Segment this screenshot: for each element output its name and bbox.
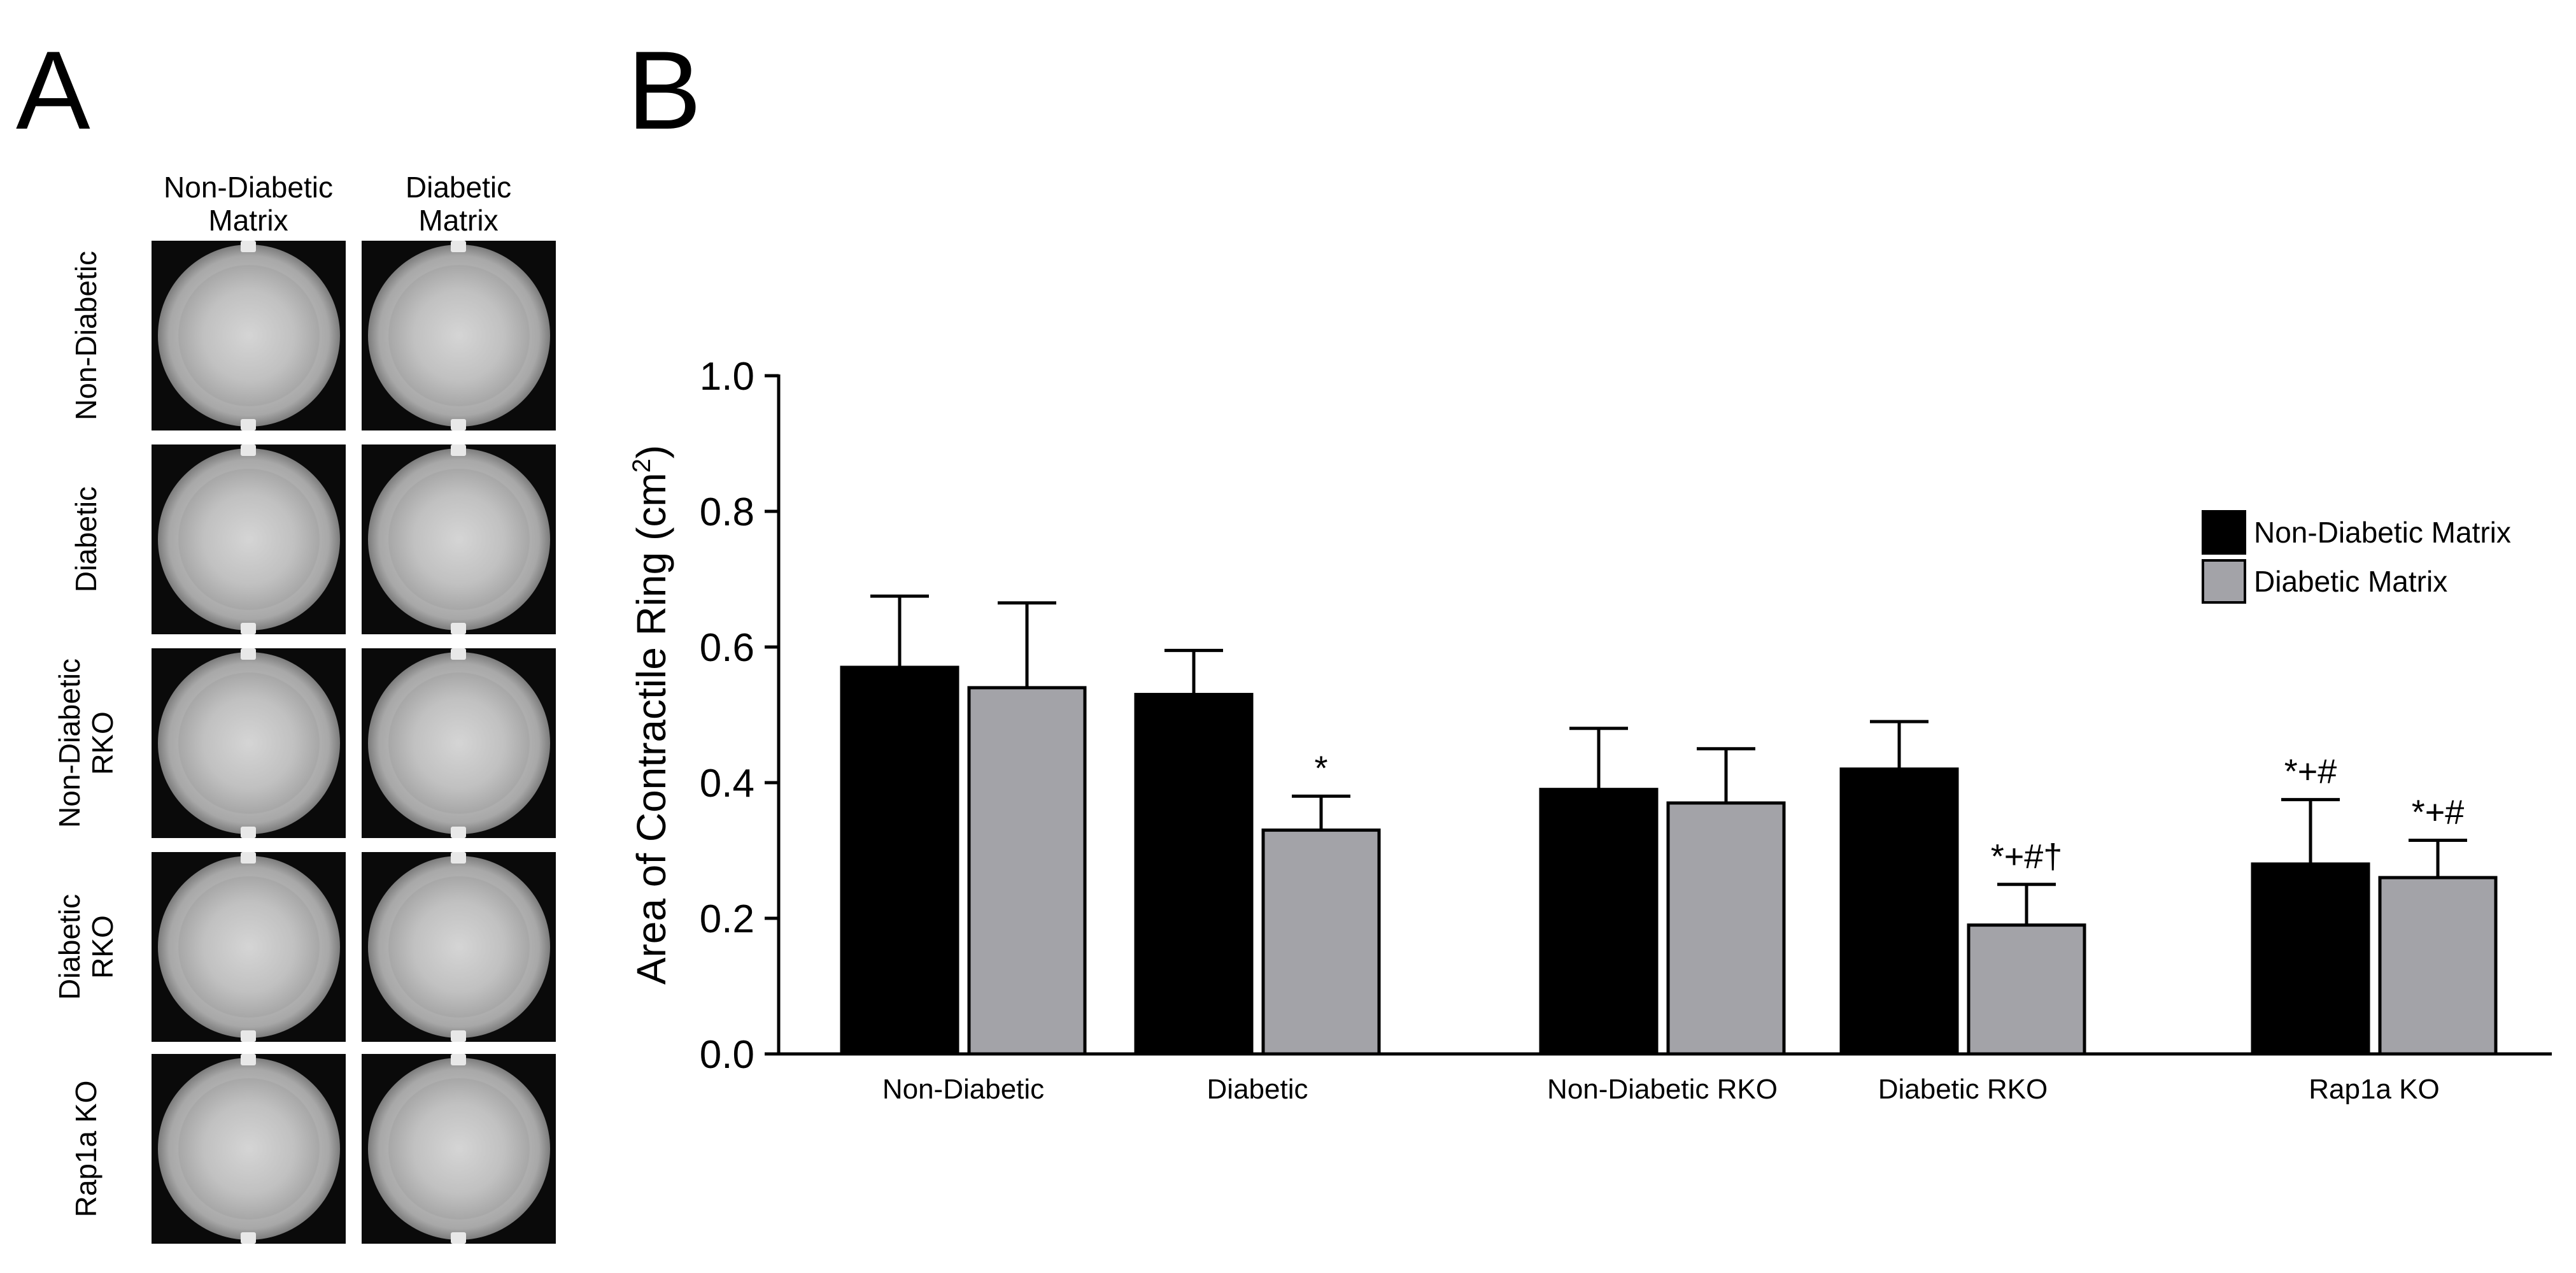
well-tab-top — [241, 1054, 256, 1065]
well-tab-bot — [241, 1232, 256, 1244]
well-inner — [388, 469, 530, 610]
y-axis-label-superscript: 2 — [628, 459, 656, 473]
well-photo — [362, 444, 556, 634]
row-header-4: Diabetic RKO — [45, 845, 127, 1049]
legend-swatch — [2202, 510, 2246, 555]
well-inner — [178, 469, 320, 610]
y-tick-label: 0.6 — [700, 626, 754, 670]
well-photo — [152, 648, 346, 838]
well-tab-bot — [241, 827, 256, 838]
well-inner — [388, 1078, 530, 1220]
panel-b-label: B — [627, 29, 702, 153]
row-header-line: Non-Diabetic — [69, 251, 103, 420]
row-header-line: RKO — [86, 711, 119, 775]
y-axis-label-close: ) — [628, 445, 674, 459]
row-header-line: Diabetic — [69, 486, 103, 593]
y-tick-label: 0.2 — [700, 897, 754, 941]
well-tab-top — [241, 444, 256, 456]
row-header-3: Non-Diabetic RKO — [45, 641, 127, 845]
well-photo — [152, 444, 346, 634]
column-header-line: Diabetic — [405, 171, 512, 204]
well-photo — [152, 852, 346, 1042]
well-inner — [178, 876, 320, 1018]
well-inner — [178, 265, 320, 406]
legend-label: Diabetic Matrix — [2254, 565, 2447, 598]
y-axis-label-main: Area of Contractile Ring (cm — [628, 473, 674, 985]
bar-non-diabetic-matrix — [1134, 693, 1254, 1056]
row-header-5: Rap1a KO — [45, 1047, 127, 1251]
well-tab-top — [241, 852, 256, 864]
legend-label: Non-Diabetic Matrix — [2254, 516, 2511, 549]
column-header-line: Matrix — [208, 204, 288, 237]
well-tab-top — [451, 1054, 466, 1065]
well-photo — [362, 648, 556, 838]
y-tick-label: 0.4 — [700, 762, 754, 806]
well-tab-top — [241, 648, 256, 660]
column-header-1: Non-Diabetic Matrix — [146, 171, 350, 237]
row-header-1: Non-Diabetic — [45, 234, 127, 437]
row-header-line: Non-Diabetic — [53, 658, 86, 828]
bar-diabetic-matrix — [1261, 829, 1381, 1056]
bar-non-diabetic-matrix — [1539, 788, 1659, 1056]
well-photo — [362, 1054, 556, 1244]
well-tab-bot — [241, 419, 256, 430]
x-category-label: Diabetic RKO — [1878, 1074, 2048, 1105]
well-photo — [362, 852, 556, 1042]
y-axis-label: Area of Contractile Ring (cm2) — [628, 445, 674, 985]
bar-diabetic-matrix — [1666, 801, 1786, 1056]
x-category-label: Non-Diabetic — [882, 1074, 1044, 1105]
bar-diabetic-matrix — [2378, 876, 2498, 1056]
bar-non-diabetic-matrix — [840, 665, 959, 1056]
y-tick-label: 0.0 — [700, 1033, 754, 1077]
significance-annotation: * — [1314, 749, 1327, 787]
column-header-line: Non-Diabetic — [164, 171, 333, 204]
x-category-label: Rap1a KO — [2309, 1074, 2439, 1105]
significance-annotation: *+# — [2284, 753, 2337, 791]
well-tab-bot — [451, 419, 466, 430]
row-header-line: Rap1a KO — [69, 1080, 103, 1218]
row-header-line: RKO — [86, 915, 119, 979]
bar-non-diabetic-matrix — [1839, 767, 1959, 1056]
well-tab-bot — [451, 1232, 466, 1244]
significance-annotation: *+#† — [1991, 837, 2063, 876]
well-tab-bot — [241, 1030, 256, 1042]
well-tab-bot — [451, 827, 466, 838]
row-header-2: Diabetic — [45, 437, 127, 641]
well-inner — [388, 265, 530, 406]
well-tab-top — [451, 241, 466, 252]
well-tab-top — [241, 241, 256, 252]
well-inner — [178, 1078, 320, 1220]
well-photo — [362, 241, 556, 430]
column-header-2: Diabetic Matrix — [357, 171, 560, 237]
well-tab-top — [451, 852, 466, 864]
bar-non-diabetic-matrix — [2251, 862, 2370, 1056]
x-category-label: Non-Diabetic RKO — [1547, 1074, 1778, 1105]
well-tab-top — [451, 444, 466, 456]
y-tick-label: 1.0 — [700, 355, 754, 399]
bar-diabetic-matrix — [967, 686, 1087, 1056]
well-photo — [152, 1054, 346, 1244]
well-tab-bot — [451, 1030, 466, 1042]
legend-swatch — [2202, 559, 2246, 604]
well-inner — [388, 672, 530, 814]
well-inner — [388, 876, 530, 1018]
bar-diabetic-matrix — [1967, 923, 2086, 1056]
well-tab-bot — [451, 623, 466, 634]
y-tick-label: 0.8 — [700, 490, 754, 534]
well-photo — [152, 241, 346, 430]
row-header-line: Diabetic — [53, 893, 86, 1000]
well-tab-top — [451, 648, 466, 660]
panel-a-label: A — [16, 29, 90, 153]
x-category-label: Diabetic — [1207, 1074, 1308, 1105]
well-inner — [178, 672, 320, 814]
bar-chart: 0.0 0.2 0.4 0.6 0.8 1.0 Area of Contractile Ri… — [628, 355, 2552, 1105]
well-tab-bot — [241, 623, 256, 634]
significance-annotation: *+# — [2412, 793, 2465, 832]
column-header-line: Matrix — [418, 204, 499, 237]
